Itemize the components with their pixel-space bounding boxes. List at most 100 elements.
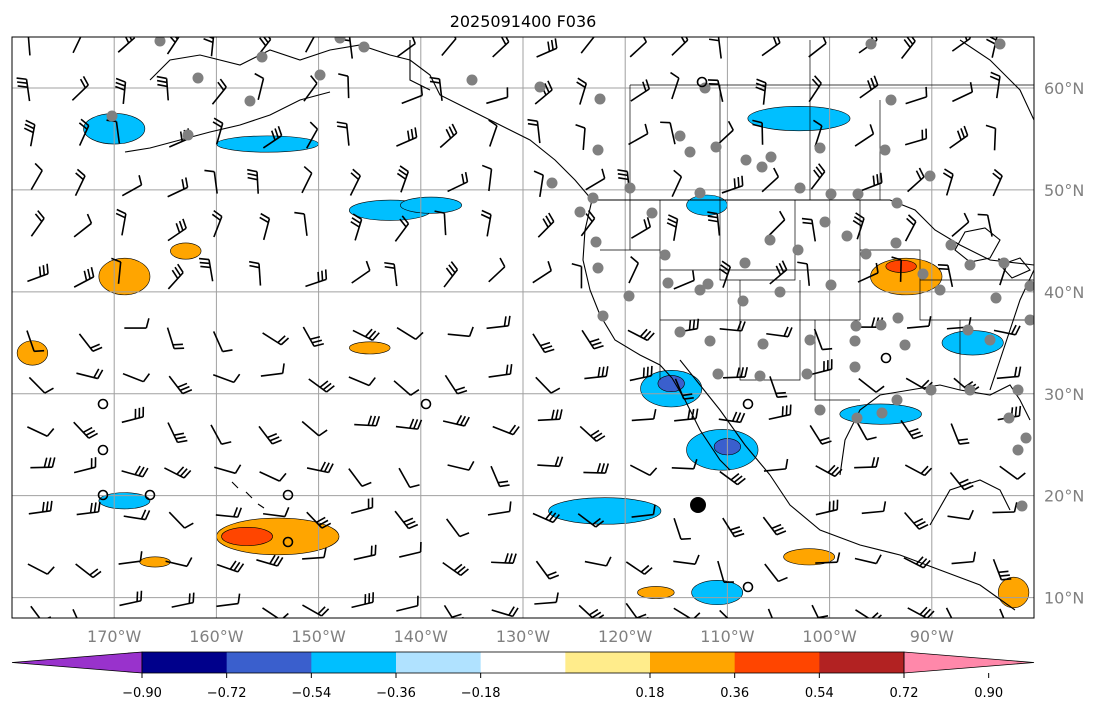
colorbar-ticks: −0.90 −0.72 −0.54 −0.36 −0.18 0.18 0.36 0.54 0.7…: [122, 673, 1003, 701]
wind-barb: [447, 326, 474, 338]
station-dot: [794, 182, 806, 194]
wind-barb: [492, 424, 520, 436]
wind-barb: [768, 404, 792, 421]
station-dot: [860, 248, 872, 260]
station-dot: [534, 81, 546, 93]
lon-tick-label: 170°W: [87, 627, 142, 646]
field-contour-1: [216, 135, 319, 153]
colorbar-bin: [480, 652, 566, 673]
wind-barb: [673, 517, 691, 540]
wind-barb: [302, 547, 327, 560]
station-dot: [1012, 384, 1024, 396]
wind-barb: [907, 606, 935, 618]
wind-barb: [854, 457, 880, 469]
wind-barb: [815, 552, 841, 564]
wind-barb: [717, 560, 734, 584]
station-dot: [899, 339, 911, 351]
field-contour-23: [637, 586, 675, 599]
wind-barb: [442, 561, 469, 576]
wind-barb: [27, 263, 49, 283]
lat-tick-label: 10°N: [1044, 589, 1084, 608]
colorbar-tick-label: −0.54: [291, 686, 331, 701]
wind-barb: [73, 457, 97, 474]
wind-barb: [439, 123, 458, 149]
wind-barb: [904, 128, 928, 146]
field-contour-21: [16, 340, 49, 366]
station-dot: [825, 188, 837, 200]
station-dot: [1003, 412, 1015, 424]
wind-barb: [348, 376, 376, 387]
wind-barb: [857, 262, 879, 283]
wind-barb: [74, 168, 86, 197]
wind-barb: [628, 256, 640, 284]
wind-barb: [302, 326, 324, 347]
lon-tick-label: 150°W: [291, 627, 346, 646]
lat-tick-label: 40°N: [1044, 283, 1084, 302]
wind-barb: [353, 544, 377, 561]
wind-barb: [808, 75, 822, 103]
wind-barb: [951, 551, 977, 565]
wind-barb: [989, 71, 1001, 99]
station-dot: [358, 41, 370, 53]
station-dot: [1012, 444, 1024, 456]
wind-barb: [396, 595, 419, 612]
wind-barb: [294, 211, 308, 236]
wind-barb: [447, 460, 475, 471]
wind-barb: [211, 78, 227, 105]
wind-barb: [78, 118, 90, 146]
wind-barb: [671, 169, 683, 198]
wind-barb: [117, 37, 136, 53]
colorbar-bin: [819, 652, 905, 673]
colorbar-tick-label: 0.90: [974, 686, 1003, 701]
wind-barb: [752, 119, 764, 145]
wind-barb: [666, 214, 679, 241]
colorbar: −0.90 −0.72 −0.54 −0.36 −0.18 0.18 0.36 0.54 0.7…: [11, 651, 1035, 701]
wind-barb: [203, 37, 215, 57]
station-dot: [314, 69, 326, 81]
wind-barb: [581, 329, 604, 350]
wind-barb: [993, 324, 1021, 336]
wind-barb: [708, 37, 722, 59]
station-dot: [1016, 500, 1028, 512]
station-ring: [97, 444, 109, 456]
wind-barb: [992, 168, 1003, 197]
station-dot: [849, 335, 861, 347]
wind-barb: [78, 333, 103, 353]
wind-barb: [396, 165, 410, 193]
state-borders: [600, 200, 1034, 401]
station-dot: [876, 407, 888, 419]
wind-barb: [951, 212, 970, 237]
station-dot: [998, 257, 1010, 269]
wind-barb: [580, 209, 596, 237]
wind-barb: [723, 366, 748, 379]
wind-barb: [27, 426, 55, 437]
station-dot: [852, 188, 864, 200]
wind-barb: [571, 262, 583, 289]
station-dot: [674, 130, 686, 142]
wind-barb: [719, 470, 746, 486]
station-ring: [742, 398, 754, 410]
wind-barb: [401, 85, 424, 105]
station-dot: [994, 38, 1006, 50]
wind-barb: [262, 125, 283, 149]
station-dot: [990, 292, 1002, 304]
wind-barb: [900, 419, 924, 440]
wind-barbs: [16, 37, 1026, 618]
wind-barb: [999, 608, 1005, 618]
wind-barb: [718, 260, 732, 288]
station-dot: [256, 51, 268, 63]
wind-barb: [338, 73, 350, 99]
wind-barb: [755, 78, 767, 105]
station-dot: [814, 404, 826, 416]
station-dot: [925, 384, 937, 396]
wind-barb: [336, 121, 350, 146]
colorbar-tick-label: −0.90: [122, 686, 162, 701]
station-dot: [699, 82, 711, 94]
wind-barb: [393, 380, 420, 396]
field-contour-10: [548, 497, 662, 525]
station-dot: [964, 259, 976, 271]
wind-barb: [166, 37, 180, 55]
colorbar-tick-label: −0.72: [207, 686, 247, 701]
wind-barb: [486, 87, 509, 105]
wind-barb: [811, 604, 829, 618]
